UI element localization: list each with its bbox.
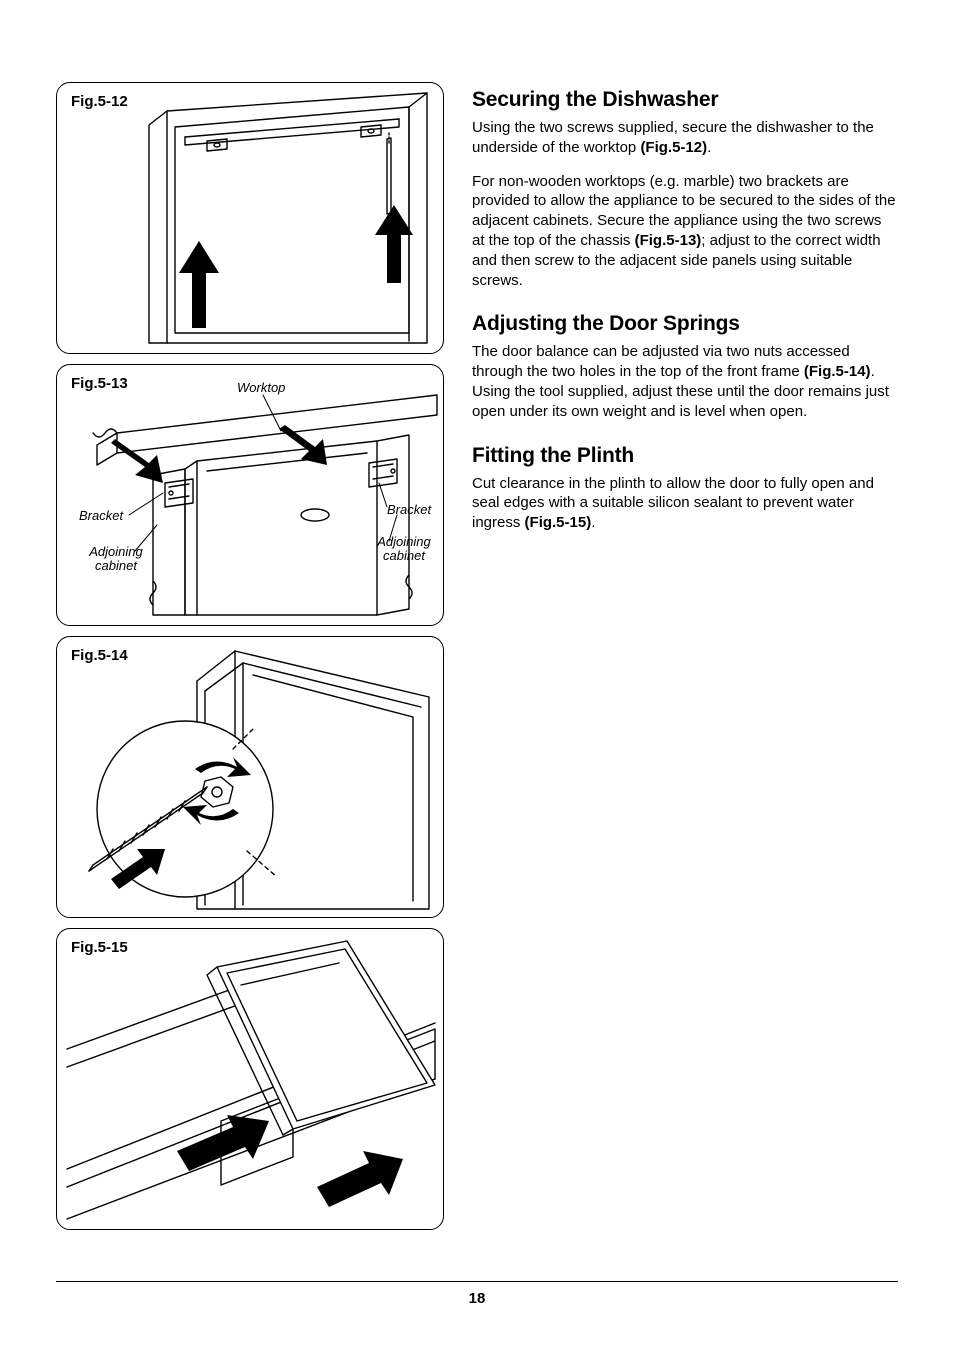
fig-ref: (Fig.5-15) [525, 514, 592, 531]
figure-label: Fig.5-15 [71, 939, 128, 956]
para-securing-2: For non-wooden worktops (e.g. marble) tw… [472, 172, 898, 291]
heading-plinth: Fitting the Plinth [472, 444, 898, 468]
callout-bracket-left: Bracket [79, 509, 123, 523]
figure-5-13-drawing [57, 365, 444, 626]
callout-adjoining-right: Adjoining cabinet [369, 535, 439, 564]
text-run: The door balance can be adjusted via two… [472, 343, 850, 380]
para-securing-1: Using the two screws supplied, secure th… [472, 118, 898, 158]
figures-column: Fig.5-12 [56, 82, 444, 1230]
figure-label: Fig.5-12 [71, 93, 128, 110]
callout-bracket-right: Bracket [387, 503, 431, 517]
figure-5-15: Fig.5-15 [56, 928, 444, 1230]
figure-5-13: Fig.5-13 Worktop Bracket Bracket Adjoini… [56, 364, 444, 626]
text-column: Securing the Dishwasher Using the two sc… [472, 82, 898, 1230]
heading-securing: Securing the Dishwasher [472, 88, 898, 112]
figure-label: Fig.5-13 [71, 375, 128, 392]
figure-5-14: Fig.5-14 [56, 636, 444, 918]
figure-label: Fig.5-14 [71, 647, 128, 664]
page-footer: 18 [56, 1281, 898, 1308]
callout-adjoining-left: Adjoining cabinet [81, 545, 151, 574]
fig-ref: (Fig.5-12) [640, 139, 707, 156]
text-run: . [707, 139, 711, 156]
page-number: 18 [469, 1290, 486, 1307]
text-run: . [591, 514, 595, 531]
fig-ref: (Fig.5-13) [635, 232, 702, 249]
para-springs: The door balance can be adjusted via two… [472, 342, 898, 421]
figure-5-12-drawing [57, 83, 444, 354]
callout-worktop: Worktop [237, 381, 285, 395]
page: Fig.5-12 [0, 0, 954, 1350]
columns: Fig.5-12 [56, 82, 898, 1230]
figure-5-14-drawing [57, 637, 444, 918]
figure-5-12: Fig.5-12 [56, 82, 444, 354]
figure-5-15-drawing [57, 929, 444, 1230]
fig-ref: (Fig.5-14) [804, 363, 871, 380]
para-plinth: Cut clearance in the plinth to allow the… [472, 474, 898, 533]
heading-springs: Adjusting the Door Springs [472, 312, 898, 336]
